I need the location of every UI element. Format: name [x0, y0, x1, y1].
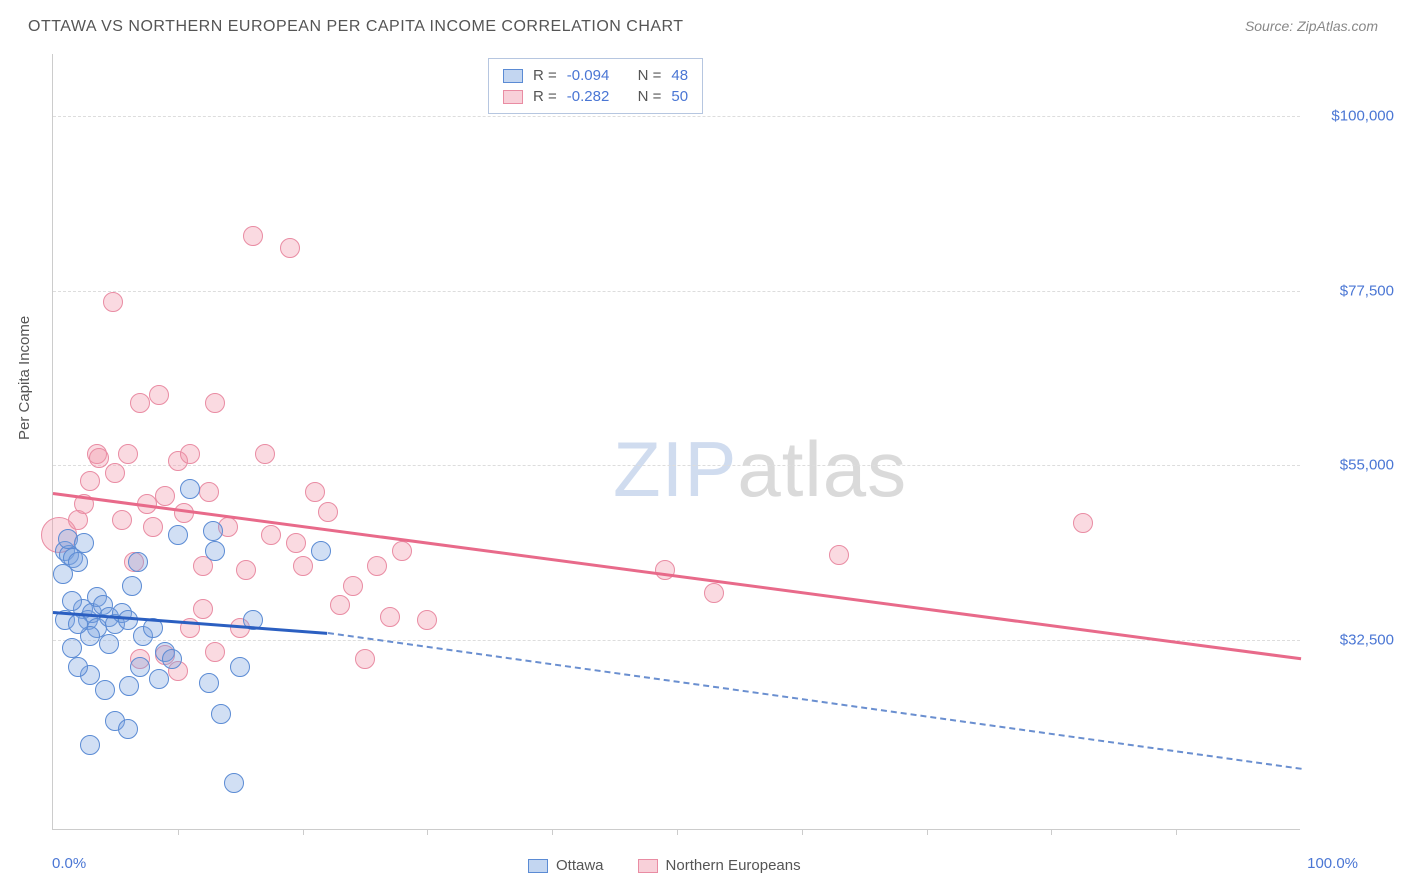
- y-axis-title: Per Capita Income: [16, 316, 33, 440]
- x-axis-min-label: 0.0%: [52, 855, 86, 872]
- data-point: [199, 482, 219, 502]
- gridline: [53, 291, 1300, 292]
- gridline: [53, 116, 1300, 117]
- trend-line: [327, 632, 1301, 770]
- y-tick-label: $55,000: [1306, 457, 1394, 474]
- data-point: [143, 517, 163, 537]
- data-point: [343, 576, 363, 596]
- data-point: [355, 649, 375, 669]
- data-point: [417, 610, 437, 630]
- y-tick-label: $100,000: [1306, 108, 1394, 125]
- data-point: [62, 638, 82, 658]
- data-point: [118, 444, 138, 464]
- data-point: [99, 634, 119, 654]
- data-point: [89, 448, 109, 468]
- data-point: [1073, 513, 1093, 533]
- data-point: [53, 564, 73, 584]
- x-tick: [552, 829, 553, 835]
- legend-item-northern-europeans: Northern Europeans: [638, 857, 801, 874]
- data-point: [318, 502, 338, 522]
- gridline: [53, 465, 1300, 466]
- legend-swatch-northern-europeans: [638, 859, 658, 873]
- data-point: [68, 657, 88, 677]
- legend: Ottawa Northern Europeans: [528, 857, 801, 874]
- data-point: [95, 680, 115, 700]
- data-point: [74, 533, 94, 553]
- data-point: [261, 525, 281, 545]
- x-tick: [303, 829, 304, 835]
- data-point: [162, 649, 182, 669]
- data-point: [80, 471, 100, 491]
- data-point: [103, 292, 123, 312]
- data-point: [130, 393, 150, 413]
- data-point: [224, 773, 244, 793]
- data-point: [704, 583, 724, 603]
- stats-row-northern-europeans: R = -0.282 N = 50: [503, 86, 688, 107]
- data-point: [149, 669, 169, 689]
- data-point: [380, 607, 400, 627]
- data-point: [392, 541, 412, 561]
- data-point: [211, 704, 231, 724]
- swatch-ottawa: [503, 69, 523, 83]
- data-point: [149, 385, 169, 405]
- data-point: [155, 486, 175, 506]
- x-tick: [1051, 829, 1052, 835]
- x-tick: [1176, 829, 1177, 835]
- data-point: [255, 444, 275, 464]
- x-tick: [178, 829, 179, 835]
- data-point: [80, 735, 100, 755]
- data-point: [119, 676, 139, 696]
- data-point: [130, 657, 150, 677]
- swatch-northern-europeans: [503, 90, 523, 104]
- data-point: [62, 591, 82, 611]
- legend-swatch-ottawa: [528, 859, 548, 873]
- scatter-plot: ZIPatlas R = -0.094 N = 48 R = -0.282 N …: [52, 54, 1300, 830]
- data-point: [367, 556, 387, 576]
- data-point: [199, 673, 219, 693]
- source-attribution: Source: ZipAtlas.com: [1245, 18, 1378, 36]
- data-point: [286, 533, 306, 553]
- data-point: [193, 599, 213, 619]
- x-tick: [677, 829, 678, 835]
- y-tick-label: $32,500: [1306, 631, 1394, 648]
- legend-item-ottawa: Ottawa: [528, 857, 604, 874]
- data-point: [330, 595, 350, 615]
- data-point: [236, 560, 256, 580]
- x-axis-max-label: 100.0%: [1307, 855, 1358, 872]
- data-point: [112, 510, 132, 530]
- data-point: [68, 614, 88, 634]
- data-point: [180, 479, 200, 499]
- data-point: [128, 552, 148, 572]
- data-point: [168, 525, 188, 545]
- data-point: [205, 541, 225, 561]
- y-tick-label: $77,500: [1306, 282, 1394, 299]
- chart-title: OTTAWA VS NORTHERN EUROPEAN PER CAPITA I…: [28, 18, 684, 36]
- watermark: ZIPatlas: [613, 424, 907, 515]
- x-tick: [927, 829, 928, 835]
- data-point: [105, 463, 125, 483]
- data-point: [829, 545, 849, 565]
- data-point: [122, 576, 142, 596]
- correlation-stats-box: R = -0.094 N = 48 R = -0.282 N = 50: [488, 58, 703, 114]
- x-tick: [802, 829, 803, 835]
- data-point: [180, 444, 200, 464]
- data-point: [205, 642, 225, 662]
- data-point: [203, 521, 223, 541]
- data-point: [243, 226, 263, 246]
- data-point: [293, 556, 313, 576]
- data-point: [118, 610, 138, 630]
- gridline: [53, 640, 1300, 641]
- x-tick: [427, 829, 428, 835]
- data-point: [118, 719, 138, 739]
- data-point: [311, 541, 331, 561]
- data-point: [280, 238, 300, 258]
- data-point: [305, 482, 325, 502]
- data-point: [230, 657, 250, 677]
- data-point: [174, 503, 194, 523]
- stats-row-ottawa: R = -0.094 N = 48: [503, 65, 688, 86]
- data-point: [655, 560, 675, 580]
- data-point: [205, 393, 225, 413]
